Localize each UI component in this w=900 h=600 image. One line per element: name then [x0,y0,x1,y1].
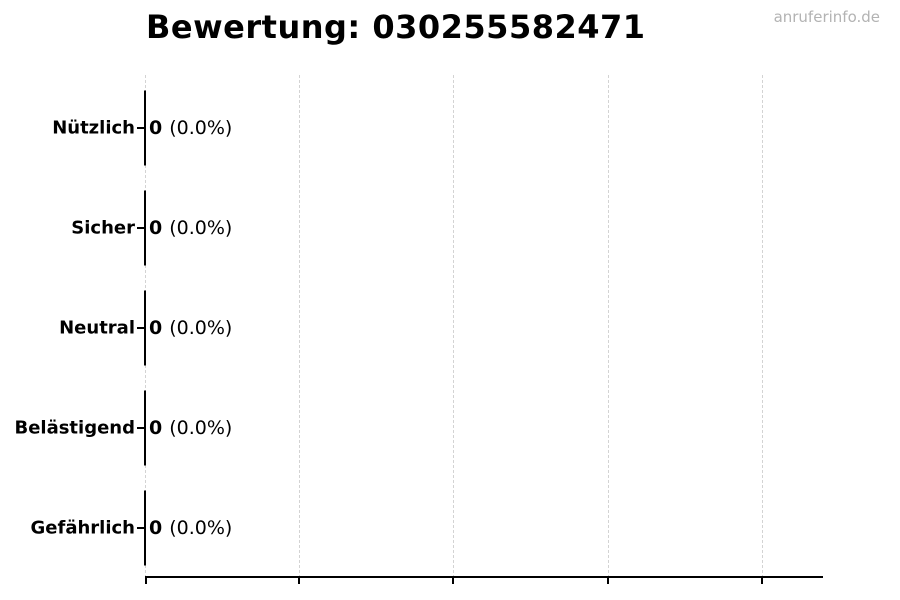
zero-bar-edge [144,390,146,466]
value-percent: (0.0%) [169,517,233,539]
value-count: 0 [149,417,163,439]
y-axis-tick [137,527,144,529]
category-label: Belästigend [14,417,135,439]
bar-row: Sicher 0 (0.0%) [0,178,900,278]
value-percent: (0.0%) [169,417,233,439]
value-label: 0 (0.0%) [149,117,232,139]
category-label: Nützlich [52,117,135,139]
x-axis-tick [607,578,609,584]
y-axis-tick [137,127,144,129]
bar-rows: Nützlich 0 (0.0%) Sicher 0 (0.0%) Neutral … [0,78,900,578]
zero-bar-edge [144,190,146,266]
category-label: Gefährlich [30,517,135,539]
x-axis-tick [761,578,763,584]
x-axis-tick [145,578,147,584]
bar-row: Neutral 0 (0.0%) [0,278,900,378]
gridline [453,75,454,578]
zero-bar-edge [144,290,146,366]
value-count: 0 [149,317,163,339]
gridline [608,75,609,578]
value-label: 0 (0.0%) [149,517,232,539]
x-axis-tick [298,578,300,584]
bar-row: Gefährlich 0 (0.0%) [0,478,900,578]
watermark: anruferinfo.de [773,8,880,26]
y-axis-tick [137,227,144,229]
bar-row: Nützlich 0 (0.0%) [0,78,900,178]
chart-title: Bewertung: 030255582471 [146,8,646,46]
y-axis-tick [137,327,144,329]
value-label: 0 (0.0%) [149,417,232,439]
gridline [299,75,300,578]
category-label: Sicher [71,217,135,239]
y-axis-tick [137,427,144,429]
gridline [762,75,763,578]
x-axis-line [145,576,823,578]
zero-bar-edge [144,90,146,166]
value-count: 0 [149,117,163,139]
value-count: 0 [149,217,163,239]
value-label: 0 (0.0%) [149,217,232,239]
value-percent: (0.0%) [169,117,233,139]
zero-bar-edge [144,490,146,566]
value-percent: (0.0%) [169,317,233,339]
value-label: 0 (0.0%) [149,317,232,339]
category-label: Neutral [59,317,135,339]
bar-row: Belästigend 0 (0.0%) [0,378,900,478]
value-percent: (0.0%) [169,217,233,239]
x-axis-tick [452,578,454,584]
value-count: 0 [149,517,163,539]
